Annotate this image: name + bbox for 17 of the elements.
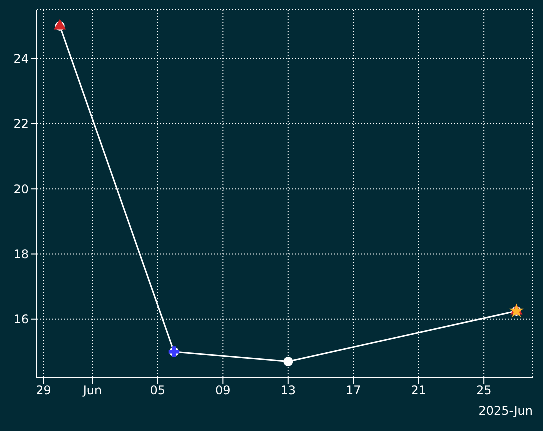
x-tick-label: 13: [280, 384, 296, 398]
point: [284, 356, 294, 366]
point: [54, 19, 66, 30]
x-tick-label: 29: [36, 384, 52, 398]
x-tick-label: 21: [411, 384, 426, 398]
y-tick-label: 24: [14, 52, 29, 66]
text: 2025-Jun: [478, 404, 533, 418]
y-tick-label: 20: [14, 182, 29, 196]
x-tick-label: Jun: [82, 384, 102, 398]
x-tick-label: 25: [476, 384, 492, 398]
x-tick-label: 17: [346, 384, 362, 398]
x-tick-label: 05: [150, 384, 166, 398]
y-tick-label: 16: [14, 312, 29, 327]
point: [510, 304, 524, 318]
y-tick-label: 18: [14, 248, 29, 262]
x-tick-label: 09: [216, 384, 231, 398]
y-tick-label: 22: [14, 117, 29, 132]
